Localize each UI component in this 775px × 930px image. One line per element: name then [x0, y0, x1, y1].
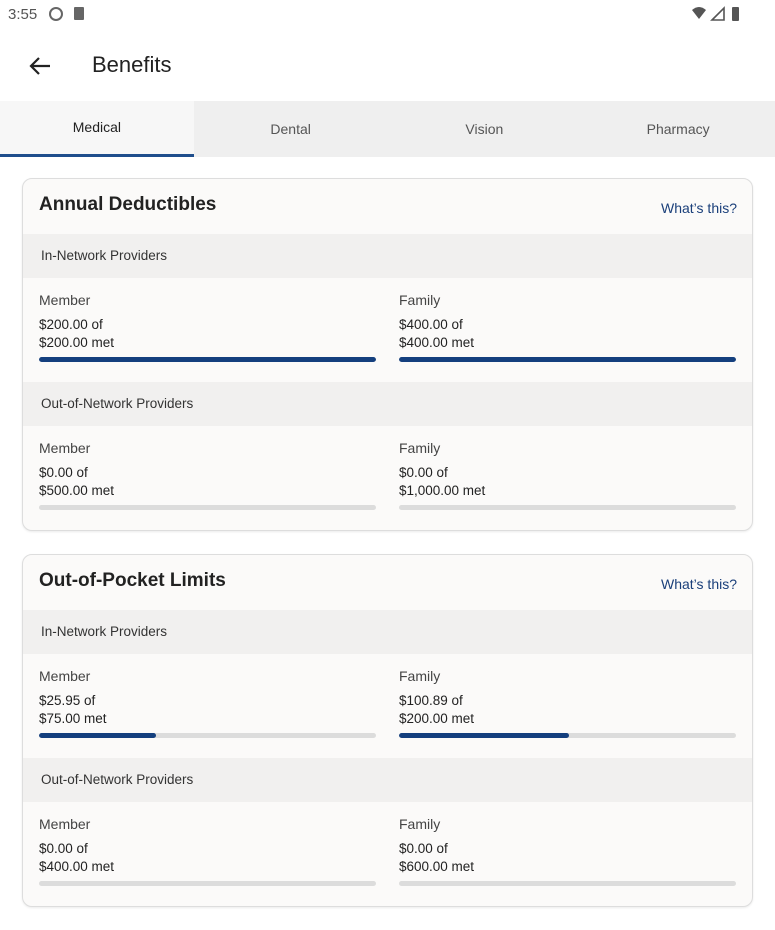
- accumulator: Member $200.00 of $200.00 met: [39, 292, 376, 362]
- tab[interactable]: Vision: [465, 121, 504, 137]
- amount-limit: $400.00 met: [399, 335, 475, 350]
- amount-limit: $500.00 met: [39, 483, 115, 498]
- accumulator: Family $400.00 of $400.00 met: [399, 292, 736, 362]
- accumulator-label: Family: [399, 440, 441, 456]
- accumulator: Member $0.00 of $500.00 met: [39, 440, 376, 510]
- page-title: Benefits: [92, 52, 172, 77]
- amount-spent: $0.00 of: [39, 465, 88, 480]
- section-heading: Out-of-Network Providers: [23, 758, 752, 802]
- benefit-card: Out-of-Pocket Limits What’s this? In-Netwo…: [22, 554, 753, 907]
- progress-fill: [39, 733, 156, 738]
- section-heading: In-Network Providers: [23, 234, 752, 278]
- amount-spent: $100.89 of: [399, 693, 463, 708]
- accumulator-label: Member: [39, 292, 91, 308]
- accumulator-label: Family: [399, 292, 441, 308]
- section-items: Member $0.00 of $400.00 met Family $0.00 of $…: [23, 802, 752, 906]
- amount-limit: $400.00 met: [39, 859, 115, 874]
- accumulator: Family $100.89 of $200.00 met: [399, 668, 736, 738]
- amount-spent: $0.00 of: [399, 465, 448, 480]
- amount-limit: $600.00 met: [399, 859, 475, 874]
- status-icons-right: [692, 6, 739, 21]
- card-title: Annual Deductibles: [39, 194, 217, 215]
- tab[interactable]: Dental: [270, 121, 311, 137]
- tab[interactable]: Pharmacy: [646, 121, 710, 137]
- status-time: 3:55: [8, 6, 38, 23]
- status-bar: 3:55: [0, 0, 775, 30]
- tab-bar: Medical Dental Vision Pharmacy: [0, 101, 775, 157]
- help-link[interactable]: What’s this?: [661, 200, 737, 216]
- accumulator-label: Member: [39, 816, 91, 832]
- back-button[interactable]: [26, 52, 54, 80]
- section-items: Member $0.00 of $500.00 met Family $0.00 of $…: [23, 426, 752, 530]
- amount-spent: $0.00 of: [399, 841, 448, 856]
- progress-track: [39, 357, 376, 362]
- accumulator: Member $25.95 of $75.00 met: [39, 668, 376, 738]
- benefit-card: Annual Deductibles What’s this? In-Network…: [22, 178, 753, 531]
- accumulator-label: Member: [39, 668, 91, 684]
- accumulator: Family $0.00 of $1,000.00 met: [399, 440, 736, 510]
- amount-spent: $200.00 of: [39, 317, 103, 332]
- section-heading: Out-of-Network Providers: [23, 382, 752, 426]
- card-header: Out-of-Pocket Limits What’s this?: [23, 555, 752, 610]
- section-heading: In-Network Providers: [23, 610, 752, 654]
- accumulator-label: Family: [399, 668, 441, 684]
- accumulator-label: Member: [39, 440, 91, 456]
- screen: 3:55 Benefits Medical Dental Vision Pharmac…: [0, 0, 775, 907]
- page: Benefits {"status_bar": {"time": "3:55"}…: [0, 0, 775, 907]
- progress-fill: [399, 357, 736, 362]
- accumulator: Member $0.00 of $400.00 met: [39, 816, 376, 886]
- progress-track: [399, 505, 736, 510]
- progress-track: [399, 357, 736, 362]
- card-list: Annual Deductibles What’s this? In-Network…: [22, 178, 753, 930]
- progress-track: [39, 505, 376, 510]
- amount-spent: $400.00 of: [399, 317, 463, 332]
- progress-track: [39, 733, 376, 738]
- progress-fill: [39, 357, 376, 362]
- app-bar: Benefits: [0, 30, 775, 101]
- accumulator: Family $0.00 of $600.00 met: [399, 816, 736, 886]
- section-items: Member $25.95 of $75.00 met Family $100.89 o…: [23, 654, 752, 758]
- amount-spent: $25.95 of: [39, 693, 96, 708]
- progress-fill: [399, 733, 569, 738]
- amount-limit: $200.00 met: [39, 335, 115, 350]
- section-items: Member $200.00 of $200.00 met Family $400.00…: [23, 278, 752, 382]
- progress-track: [399, 733, 736, 738]
- amount-limit: $1,000.00 met: [399, 483, 486, 498]
- progress-track: [39, 881, 376, 886]
- card-header: Annual Deductibles What’s this?: [23, 179, 752, 234]
- amount-spent: $0.00 of: [39, 841, 88, 856]
- status-icons-left: [49, 7, 84, 21]
- progress-track: [399, 881, 736, 886]
- help-link[interactable]: What’s this?: [661, 576, 737, 592]
- tab[interactable]: Medical: [0, 101, 194, 157]
- amount-limit: $200.00 met: [399, 711, 475, 726]
- accumulator-label: Family: [399, 816, 441, 832]
- amount-limit: $75.00 met: [39, 711, 107, 726]
- card-title: Out-of-Pocket Limits: [39, 570, 226, 591]
